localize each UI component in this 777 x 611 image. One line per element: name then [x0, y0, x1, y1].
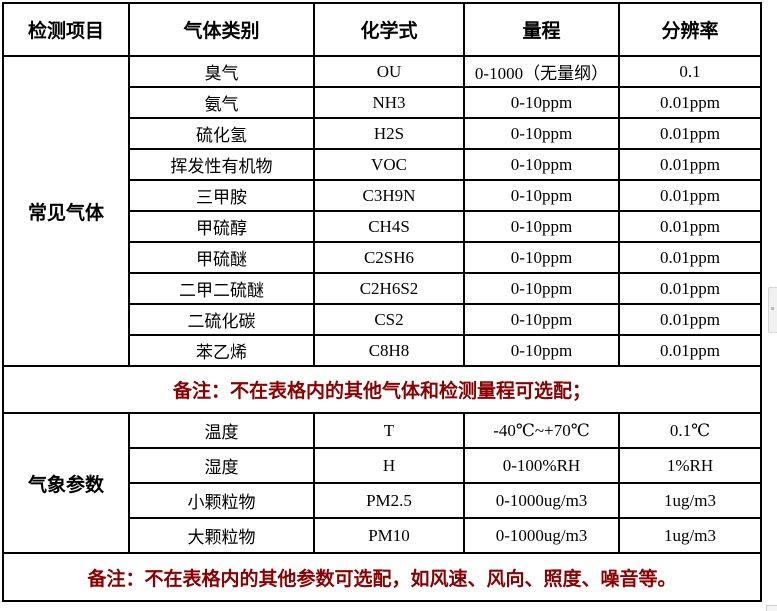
gas-range: 0-10ppm [463, 179, 620, 212]
note-params: 备注：不在表格内的其他参数可选配，如风速、风向、照度、噪音等。 [2, 552, 762, 602]
header-detection-item: 检测项目 [2, 2, 130, 57]
gas-range: 0-10ppm [463, 334, 620, 367]
param-range: 0-1000ug/m3 [463, 482, 620, 519]
table-row: 大颗粒物 PM10 0-1000ug/m3 1ug/m3 [3, 517, 762, 554]
param-resolution: 1ug/m3 [618, 517, 762, 554]
gas-range: 0-1000（无量纲） [463, 55, 620, 88]
gas-resolution: 0.01ppm [618, 303, 762, 336]
param-range: -40℃~+70℃ [463, 412, 620, 449]
gas-formula: C2SH6 [313, 241, 465, 274]
param-symbol: PM10 [313, 517, 465, 554]
header-range: 量程 [463, 2, 620, 57]
gas-formula: VOC [313, 148, 465, 181]
gas-name: 二甲二硫醚 [128, 272, 315, 305]
gas-name: 臭气 [128, 55, 315, 88]
gas-formula: C2H6S2 [313, 272, 465, 305]
table-row: 三甲胺 C3H9N 0-10ppm 0.01ppm [3, 179, 762, 212]
table-header-row: 检测项目 气体类别 化学式 量程 分辨率 [2, 2, 762, 57]
param-name: 湿度 [128, 447, 315, 484]
param-resolution: 1%RH [618, 447, 762, 484]
gas-resolution: 0.01ppm [618, 179, 762, 212]
table-row: 小颗粒物 PM2.5 0-1000ug/m3 1ug/m3 [3, 482, 762, 519]
table-row: 硫化氢 H2S 0-10ppm 0.01ppm [3, 117, 762, 150]
note-row: 备注：不在表格内的其他参数可选配，如风速、风向、照度、噪音等。 [2, 552, 762, 602]
gas-resolution: 0.01ppm [618, 210, 762, 243]
gas-range: 0-10ppm [463, 86, 620, 119]
param-resolution: 1ug/m3 [618, 482, 762, 519]
table-row: 甲硫醇 CH4S 0-10ppm 0.01ppm [3, 210, 762, 243]
gas-formula: C3H9N [313, 179, 465, 212]
scrollbar-grip-icon [771, 307, 774, 310]
param-name: 温度 [128, 412, 315, 449]
gas-name: 三甲胺 [128, 179, 315, 212]
gas-range: 0-10ppm [463, 303, 620, 336]
table-row: 甲硫醚 C2SH6 0-10ppm 0.01ppm [3, 241, 762, 274]
gas-range: 0-10ppm [463, 117, 620, 150]
table-row: 苯乙烯 C8H8 0-10ppm 0.01ppm [3, 334, 762, 367]
param-name: 大颗粒物 [128, 517, 315, 554]
spec-table: 检测项目 气体类别 化学式 量程 分辨率 常见气体 臭气 OU 0-1000（无… [2, 2, 762, 602]
gas-range: 0-10ppm [463, 210, 620, 243]
gas-name: 苯乙烯 [128, 334, 315, 367]
gas-formula: H2S [313, 117, 465, 150]
table-row: 氨气 NH3 0-10ppm 0.01ppm [3, 86, 762, 119]
scrollbar-corner [766, 605, 777, 611]
table-row: 二甲二硫醚 C2H6S2 0-10ppm 0.01ppm [3, 272, 762, 305]
header-resolution: 分辨率 [618, 2, 762, 57]
gas-formula: CS2 [313, 303, 465, 336]
gas-range: 0-10ppm [463, 148, 620, 181]
param-symbol: H [313, 447, 465, 484]
table-row: 二硫化碳 CS2 0-10ppm 0.01ppm [3, 303, 762, 336]
section-common-gases: 常见气体 [2, 55, 130, 367]
table-row: 常见气体 臭气 OU 0-1000（无量纲） 0.1 [2, 55, 762, 367]
gas-resolution: 0.01ppm [618, 117, 762, 150]
gas-range: 0-10ppm [463, 241, 620, 274]
gas-formula: OU [313, 55, 465, 88]
param-symbol: PM2.5 [313, 482, 465, 519]
gas-formula: NH3 [313, 86, 465, 119]
gas-formula: C8H8 [313, 334, 465, 367]
gas-resolution: 0.01ppm [618, 334, 762, 367]
gas-name: 氨气 [128, 86, 315, 119]
gas-range: 0-10ppm [463, 272, 620, 305]
gas-name: 二硫化碳 [128, 303, 315, 336]
param-symbol: T [313, 412, 465, 449]
param-range: 0-1000ug/m3 [463, 517, 620, 554]
param-name: 小颗粒物 [128, 482, 315, 519]
header-gas-category: 气体类别 [128, 2, 315, 57]
table-row: 湿度 H 0-100%RH 1%RH [3, 447, 762, 484]
gas-resolution: 0.01ppm [618, 272, 762, 305]
param-resolution: 0.1℃ [618, 412, 762, 449]
gas-resolution: 0.01ppm [618, 241, 762, 274]
param-range: 0-100%RH [463, 447, 620, 484]
gas-name: 甲硫醇 [128, 210, 315, 243]
gas-formula: CH4S [313, 210, 465, 243]
gas-name: 硫化氢 [128, 117, 315, 150]
section-weather-params: 气象参数 [2, 412, 130, 554]
note-gases: 备注：不在表格内的其他气体和检测量程可选配； [2, 365, 762, 414]
gas-resolution: 0.01ppm [618, 86, 762, 119]
vertical-scrollbar-thumb[interactable] [768, 287, 777, 333]
note-row: 备注：不在表格内的其他气体和检测量程可选配； [2, 365, 762, 414]
gas-name: 挥发性有机物 [128, 148, 315, 181]
gas-resolution: 0.1 [618, 55, 762, 88]
table-row: 挥发性有机物 VOC 0-10ppm 0.01ppm [3, 148, 762, 181]
table-row: 气象参数 温度 T -40℃~+70℃ 0.1℃ [2, 412, 762, 554]
gas-resolution: 0.01ppm [618, 148, 762, 181]
header-chemical-formula: 化学式 [313, 2, 465, 57]
gas-name: 甲硫醚 [128, 241, 315, 274]
